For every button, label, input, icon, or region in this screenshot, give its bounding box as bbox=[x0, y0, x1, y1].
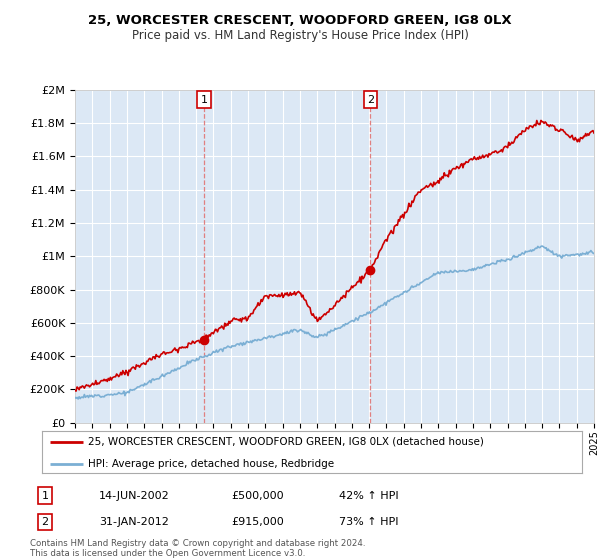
Text: 31-JAN-2012: 31-JAN-2012 bbox=[99, 517, 169, 527]
Text: 25, WORCESTER CRESCENT, WOODFORD GREEN, IG8 0LX (detached house): 25, WORCESTER CRESCENT, WOODFORD GREEN, … bbox=[88, 437, 484, 447]
Text: 2: 2 bbox=[367, 95, 374, 105]
Text: 25, WORCESTER CRESCENT, WOODFORD GREEN, IG8 0LX: 25, WORCESTER CRESCENT, WOODFORD GREEN, … bbox=[88, 14, 512, 27]
Text: 42% ↑ HPI: 42% ↑ HPI bbox=[339, 491, 398, 501]
Text: 1: 1 bbox=[41, 491, 49, 501]
Text: HPI: Average price, detached house, Redbridge: HPI: Average price, detached house, Redb… bbox=[88, 459, 334, 469]
Text: 1: 1 bbox=[200, 95, 208, 105]
Text: Price paid vs. HM Land Registry's House Price Index (HPI): Price paid vs. HM Land Registry's House … bbox=[131, 29, 469, 42]
Text: Contains HM Land Registry data © Crown copyright and database right 2024.
This d: Contains HM Land Registry data © Crown c… bbox=[30, 539, 365, 558]
Text: 73% ↑ HPI: 73% ↑ HPI bbox=[339, 517, 398, 527]
Text: 2: 2 bbox=[41, 517, 49, 527]
Text: £500,000: £500,000 bbox=[231, 491, 284, 501]
Text: 14-JUN-2002: 14-JUN-2002 bbox=[99, 491, 170, 501]
Text: £915,000: £915,000 bbox=[231, 517, 284, 527]
